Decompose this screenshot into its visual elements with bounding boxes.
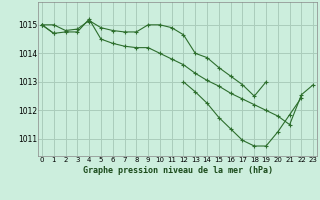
X-axis label: Graphe pression niveau de la mer (hPa): Graphe pression niveau de la mer (hPa) [83, 166, 273, 175]
